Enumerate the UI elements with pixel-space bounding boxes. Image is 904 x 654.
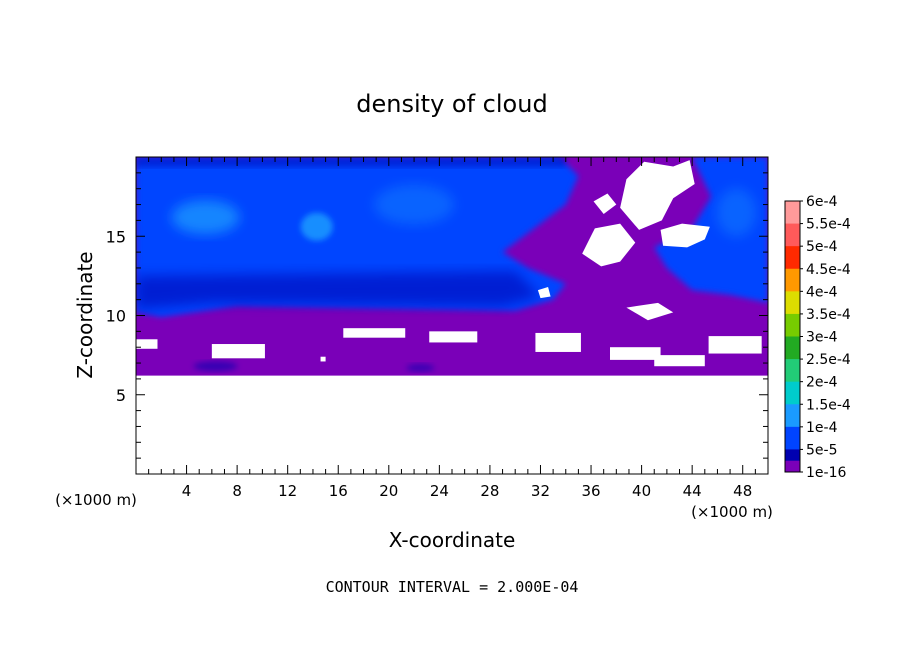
y-tick-label: 15 [106,227,126,246]
x-tick-label: 28 [480,482,499,500]
empty-patch-upper-5 [626,302,674,321]
y-unit-label: (×1000 m) [55,491,137,509]
colorbar-swatch-5.5e-4 [785,223,800,247]
x-unit-label: (×1000 m) [691,503,773,521]
colorbar-label: 1.5e-4 [806,397,851,413]
empty-patch-mid-5 [136,339,158,349]
colorbar-label: 6e-4 [806,194,838,210]
y-axis: 5 10 15 [106,172,768,459]
colorbar-label: 2e-4 [806,375,838,391]
colorbar-label: 1e-16 [806,465,846,481]
colorbar-label: 5.5e-4 [806,217,851,233]
empty-patch-mid-1 [343,328,406,338]
core-light-3 [374,184,455,225]
heatmap-field [136,157,768,474]
x-tick-label: 4 [182,482,192,500]
colorbar-swatch-5e-4 [785,246,800,270]
empty-patch-mid-8 [654,355,705,367]
x-tick-label: 20 [379,482,398,500]
x-axis: 4 8 12 16 20 24 28 32 36 40 44 48 [148,157,756,500]
colorbar-swatch-2.5e-4 [785,359,800,383]
x-tick-label: 16 [329,482,348,500]
colorbar-label: 5e-5 [806,442,837,458]
x-tick-label: 8 [232,482,242,500]
y-axis-label: Z-coordinate [73,251,97,378]
empty-patch-mid-4 [708,336,762,354]
empty-patch-upper-6 [537,286,551,299]
region-no-cloud [136,375,768,474]
core-light-1 [171,200,240,235]
empty-patch-upper-4 [593,193,617,215]
x-tick-label: 32 [531,482,550,500]
colorbar-label: 1e-4 [806,420,838,436]
colorbar-swatch-6e-4 [785,201,800,225]
chart-title: density of cloud [356,90,547,118]
colorbar-swatch-1e-4 [785,426,800,450]
empty-patch-mid-6 [211,344,265,359]
contour-interval-note: CONTOUR INTERVAL = 2.000E-04 [326,578,579,596]
core-light-2 [300,212,333,241]
colorbar-swatch-1e-16 [785,460,800,472]
colorbar-label: 4.5e-4 [806,262,851,278]
y-tick-label: 5 [116,386,126,405]
empty-patch-mid-3 [535,332,581,352]
blob-lower-1 [193,361,238,372]
colorbar: 6e-4 5.5e-4 5e-4 4.5e-4 4e-4 3.5e-4 3e-4 2.5e-4… [784,194,851,481]
x-tick-label: 40 [632,482,651,500]
x-axis-label: X-coordinate [389,528,516,552]
empty-patch-mid-2 [429,331,478,343]
x-tick-label: 12 [278,482,297,500]
colorbar-label: 2.5e-4 [806,352,851,368]
empty-patch-upper-3 [660,223,710,248]
x-tick-label: 24 [430,482,449,500]
colorbar-swatch-3.5e-4 [785,313,800,337]
blob-lower-2 [406,363,435,372]
colorbar-label: 4e-4 [806,284,838,300]
x-tick-label: 44 [683,482,702,500]
empty-patch-mid-9 [320,356,326,362]
colorbar-label: 3e-4 [806,330,838,346]
empty-patch-mid-7 [610,347,661,360]
colorbar-swatch-2e-4 [785,381,800,405]
colorbar-label: 3.5e-4 [806,307,851,323]
core-light-4 [716,188,757,237]
colorbar-swatch-4.5e-4 [785,268,800,292]
region-lower-edge-shade [136,271,541,310]
colorbar-label: 5e-4 [806,239,838,255]
empty-patch-upper-1 [620,160,695,230]
colorbar-swatch-1.5e-4 [785,404,800,428]
x-tick-label: 36 [581,482,600,500]
x-tick-label: 48 [733,482,752,500]
colorbar-swatch-4e-4 [785,291,800,315]
y-tick-label: 10 [106,307,126,326]
empty-patch-upper-2 [582,223,636,267]
colorbar-swatch-3e-4 [785,336,800,360]
